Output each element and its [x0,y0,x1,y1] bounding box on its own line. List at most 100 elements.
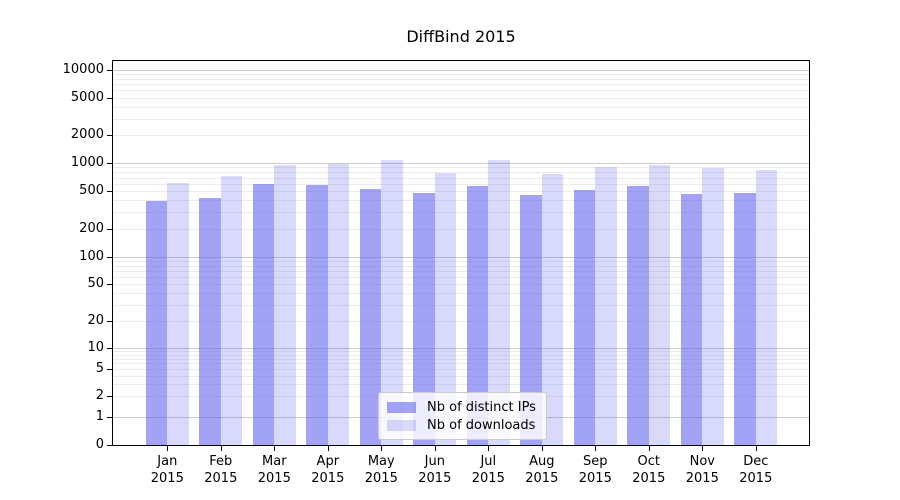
y-tick-mark [107,396,112,398]
bar-nb-of-distinct-ips-jul [466,185,489,445]
minor-gridline [113,74,809,75]
x-tick-label-feb: Feb 2015 [204,454,238,486]
legend: Nb of distinct IPs Nb of downloads [378,392,547,440]
y-tick-label-2: 2 [95,388,104,404]
bar-nb-of-downloads-jan [167,182,189,445]
minor-gridline [113,358,809,360]
legend-label-nb-of-downloads: Nb of downloads [427,417,536,433]
legend-entry-nb-of-downloads: Nb of downloads [387,416,536,434]
minor-gridline [113,304,809,306]
bar-nb-of-distinct-ips-nov [680,193,703,445]
bar-nb-of-downloads-jul [488,159,510,445]
y-tick-label-5000: 5000 [70,89,104,105]
minor-gridline [113,368,809,370]
y-tick-mark [107,257,112,258]
minor-gridline [113,183,809,185]
x-tick-label-aug: Aug 2015 [525,454,559,486]
x-tick-mark-may [381,446,383,451]
bar-nb-of-downloads-sep [595,167,617,445]
x-tick-mark-apr [327,446,329,451]
x-tick-label-nov: Nov 2015 [685,454,719,486]
bar-nb-of-downloads-nov [702,168,724,445]
minor-gridline [113,293,809,295]
chart-title: DiffBind 2015 [406,27,516,46]
bar-nb-of-downloads-may [381,159,403,445]
minor-gridline [113,167,809,169]
x-tick-label-may: May 2015 [364,454,398,486]
minor-gridline [113,384,809,386]
bar-nb-of-distinct-ips-mar [252,183,275,445]
x-tick-label-jan: Jan 2015 [150,454,184,486]
x-tick-label-mar: Mar 2015 [257,454,291,486]
minor-gridline [113,106,809,108]
y-tick-label-200: 200 [79,220,104,236]
x-tick-mark-mar [274,446,276,451]
x-tick-mark-aug [541,446,543,451]
legend-label-nb-of-distinct-ips: Nb of distinct IPs [427,399,536,415]
bar-nb-of-distinct-ips-sep [573,190,596,445]
y-tick-mark [107,417,112,418]
y-tick-label-2000: 2000 [70,126,104,142]
bar-nb-of-distinct-ips-oct [627,185,649,445]
major-gridline [113,69,809,71]
bar-nb-of-downloads-oct [648,164,671,445]
minor-gridline [113,261,809,263]
minor-gridline [113,172,809,174]
minor-gridline [113,78,809,80]
y-tick-mark [107,320,112,322]
y-tick-label-10000: 10000 [62,61,104,77]
x-tick-mark-nov [702,446,704,451]
y-tick-mark [107,69,112,71]
bar-nb-of-downloads-mar [274,164,296,445]
y-tick-label-500: 500 [79,183,104,199]
y-tick-label-50: 50 [87,276,104,292]
x-tick-mark-oct [648,446,650,451]
x-tick-mark-jan [167,446,169,451]
y-tick-mark [107,134,112,136]
legend-swatch-nb-of-downloads [387,419,416,431]
y-tick-mark [107,445,112,446]
minor-gridline [113,265,809,267]
x-tick-label-dec: Dec 2015 [739,454,773,486]
minor-gridline [113,363,809,365]
x-tick-mark-jun [434,446,436,451]
bar-nb-of-downloads-dec [755,169,778,445]
bar-nb-of-distinct-ips-apr [306,184,328,445]
y-tick-label-1: 1 [95,409,104,424]
plot-area: Nb of distinct IPs Nb of downloads [112,60,810,446]
bar-nb-of-distinct-ips-may [359,188,382,445]
bar-nb-of-distinct-ips-jun [413,193,435,445]
x-tick-label-jun: Jun 2015 [418,454,452,486]
minor-gridline [113,212,809,214]
minor-gridline [113,134,809,136]
major-gridline [113,257,809,258]
x-tick-mark-jul [488,446,490,451]
x-tick-mark-dec [755,446,757,451]
y-tick-label-5: 5 [95,360,104,376]
bar-nb-of-downloads-jun [434,173,457,445]
y-tick-mark [107,348,112,349]
minor-gridline [113,191,809,193]
y-tick-mark [107,368,112,370]
legend-entry-nb-of-distinct-ips: Nb of distinct IPs [387,398,536,416]
minor-gridline [113,97,809,99]
legend-swatch-nb-of-distinct-ips [387,401,416,413]
major-gridline [113,163,809,164]
minor-gridline [113,118,809,120]
minor-gridline [113,228,809,230]
x-tick-label-sep: Sep 2015 [578,454,612,486]
x-tick-label-oct: Oct 2015 [632,454,666,486]
bar-nb-of-distinct-ips-aug [520,195,542,445]
y-tick-mark [107,284,112,286]
bar-nb-of-distinct-ips-feb [199,197,221,445]
minor-gridline [113,284,809,286]
y-tick-label-100: 100 [79,249,104,264]
y-tick-mark [107,97,112,99]
minor-gridline [113,90,809,92]
bar-nb-of-distinct-ips-jan [145,201,168,445]
bar-nb-of-downloads-aug [541,173,564,445]
x-tick-mark-sep [595,446,597,451]
x-tick-label-jul: Jul 2015 [471,454,505,486]
minor-gridline [113,375,809,377]
